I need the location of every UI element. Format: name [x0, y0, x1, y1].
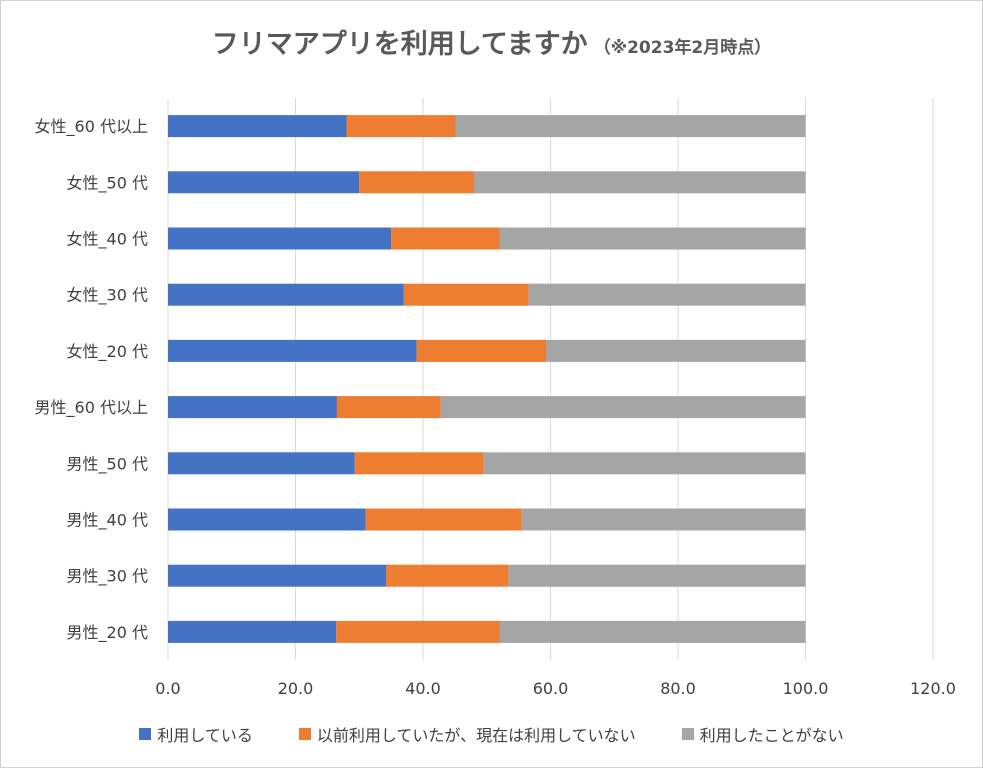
- bar-5-series-1: [336, 396, 441, 419]
- legend-item-previously-used: 以前利用していたが、現在は利用していない: [298, 722, 636, 746]
- chart-title: フリマアプリを利用してますか （※2023年2月時点）: [0, 22, 983, 61]
- bar-6-series-1: [354, 452, 484, 475]
- bar-5-series-2: [440, 396, 806, 419]
- chart-subtitle: （※2023年2月時点）: [593, 38, 772, 58]
- x-tick-label-3: 60.0: [533, 679, 569, 698]
- bar-7-series-1: [365, 508, 522, 531]
- x-tick-label-1: 20.0: [278, 679, 314, 698]
- category-label-8: 男性_30 代: [67, 567, 148, 587]
- bar-1-series-1: [359, 171, 474, 194]
- x-tick-label-4: 80.0: [660, 679, 696, 698]
- bar-9-series-2: [499, 620, 806, 643]
- bar-8-series-2: [508, 564, 806, 587]
- legend-label-using: 利用している: [157, 726, 253, 745]
- chart-title-main: フリマアプリを利用してますか: [211, 29, 588, 60]
- bar-3-series-0: [168, 283, 404, 306]
- bar-3-series-1: [403, 283, 529, 306]
- category-label-0: 女性_60 代以上: [35, 117, 148, 137]
- category-label-9: 男性_20 代: [67, 623, 148, 643]
- legend-label-never-used: 利用したことがない: [699, 726, 844, 745]
- bar-7-series-2: [521, 508, 806, 531]
- bar-6-series-2: [483, 452, 806, 475]
- legend-item-never-used: 利用したことがない: [681, 722, 844, 746]
- bar-8-series-0: [168, 564, 387, 587]
- x-tick-label-6: 120.0: [910, 679, 956, 698]
- chart-legend: 利用している 以前利用していたが、現在は利用していない 利用したことがない: [0, 722, 983, 746]
- legend-swatch-previously-used: [298, 728, 311, 740]
- bar-4-series-2: [546, 339, 806, 362]
- category-label-7: 男性_40 代: [67, 511, 148, 531]
- bar-4-series-1: [416, 339, 547, 362]
- bar-3-series-2: [528, 283, 806, 306]
- legend-swatch-never-used: [681, 728, 694, 740]
- legend-label-previously-used: 以前利用していたが、現在は利用していない: [316, 726, 636, 745]
- bar-9-series-1: [336, 620, 500, 643]
- bar-2-series-1: [391, 227, 500, 250]
- bar-1-series-2: [474, 171, 806, 194]
- bar-4-series-0: [168, 339, 417, 362]
- bar-1-series-0: [168, 171, 360, 194]
- legend-item-using: 利用している: [139, 722, 253, 746]
- x-tick-label-2: 40.0: [405, 679, 441, 698]
- bar-9-series-0: [168, 620, 337, 643]
- bar-0-series-0: [168, 115, 347, 138]
- bar-0-series-2: [455, 115, 806, 138]
- bar-8-series-1: [386, 564, 509, 587]
- category-label-2: 女性_40 代: [67, 230, 148, 250]
- x-tick-label-5: 100.0: [783, 679, 829, 698]
- category-label-3: 女性_30 代: [67, 286, 148, 306]
- category-label-4: 女性_20 代: [67, 342, 148, 362]
- x-tick-label-0: 0.0: [155, 679, 180, 698]
- category-label-6: 男性_50 代: [67, 454, 148, 474]
- category-label-1: 女性_50 代: [67, 173, 148, 193]
- bar-5-series-0: [168, 396, 337, 419]
- bar-7-series-0: [168, 508, 366, 531]
- bar-2-series-2: [499, 227, 806, 250]
- legend-swatch-using: [139, 728, 152, 740]
- bar-chart: 0.0 20.0 40.0 60.0 80.0 100.0 120.0 女性_60 代以上女性…: [35, 98, 956, 698]
- category-label-5: 男性_60 代以上: [35, 398, 148, 418]
- bar-6-series-0: [168, 452, 355, 475]
- bar-2-series-0: [168, 227, 392, 250]
- bar-0-series-1: [346, 115, 456, 138]
